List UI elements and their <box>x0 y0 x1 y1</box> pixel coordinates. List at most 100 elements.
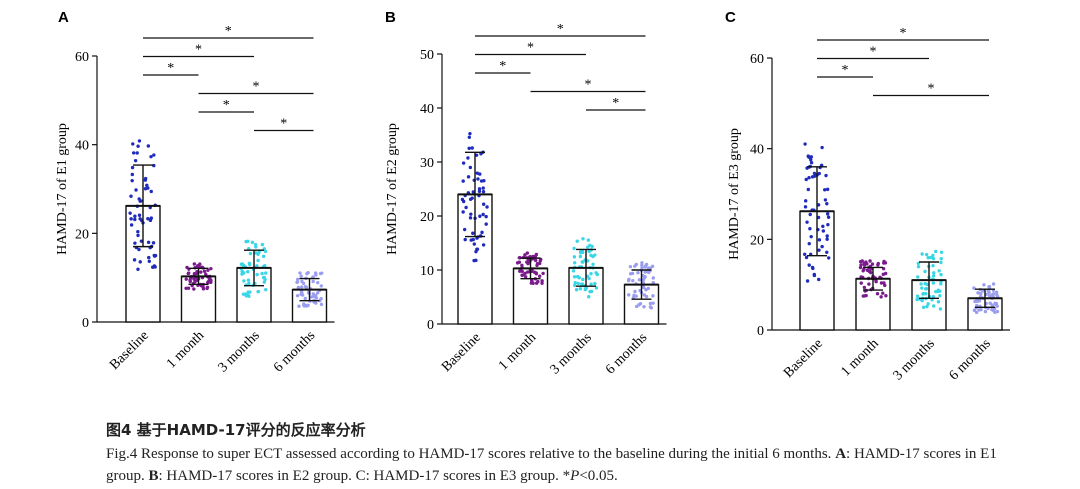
data-point <box>462 227 467 232</box>
data-point <box>642 305 646 309</box>
data-point <box>932 271 936 275</box>
data-point <box>924 292 928 296</box>
data-point <box>632 293 636 298</box>
data-point <box>296 285 301 290</box>
data-point <box>192 262 197 266</box>
data-point <box>481 190 486 194</box>
data-point <box>825 234 829 238</box>
data-point <box>808 227 812 231</box>
data-point <box>241 292 246 296</box>
data-point <box>991 282 996 286</box>
data-point <box>593 281 597 286</box>
data-point <box>879 281 884 285</box>
data-point <box>136 267 140 271</box>
data-point <box>242 279 246 283</box>
data-point <box>594 286 599 290</box>
data-point <box>467 135 472 140</box>
data-point <box>807 176 811 180</box>
data-point <box>143 178 148 182</box>
data-point <box>205 285 210 290</box>
data-point <box>536 279 540 284</box>
data-point <box>825 237 829 241</box>
data-point <box>186 286 191 290</box>
data-point <box>589 253 593 258</box>
data-point <box>149 154 153 159</box>
y-tick-label: 30 <box>420 156 434 171</box>
data-point <box>199 270 203 274</box>
x-tick-label: 6 months <box>947 336 994 383</box>
data-point <box>184 277 188 281</box>
data-point <box>810 265 815 270</box>
data-point <box>931 281 936 285</box>
data-point <box>315 291 320 295</box>
data-point <box>867 269 872 274</box>
data-point <box>926 255 930 260</box>
data-point <box>804 177 808 182</box>
data-point <box>938 289 942 293</box>
data-point <box>805 220 809 224</box>
y-axis-label: HAMD-17 of E1 group <box>55 123 70 255</box>
data-point <box>481 243 486 247</box>
data-point <box>247 281 251 286</box>
data-point <box>931 274 936 278</box>
data-point <box>135 151 139 155</box>
data-point <box>587 249 591 254</box>
figure-4: A 0 20 40 60 HAMD-17 of E1 group Baseline 1 mon… <box>55 9 1010 383</box>
data-point <box>533 254 538 258</box>
data-point <box>246 270 250 274</box>
x-tick-label: 1 month <box>838 336 881 379</box>
data-point <box>129 194 133 198</box>
data-point <box>589 272 593 276</box>
data-point <box>475 171 479 175</box>
data-point <box>925 304 929 309</box>
data-point <box>309 295 314 299</box>
data-point <box>809 161 814 165</box>
data-point <box>474 258 478 263</box>
data-point <box>651 301 655 305</box>
y-tick-label: 0 <box>757 324 764 339</box>
data-point <box>468 165 473 170</box>
data-point <box>589 289 594 294</box>
data-point <box>296 277 300 282</box>
data-point <box>246 290 250 294</box>
y-tick-label: 40 <box>420 102 434 117</box>
caption-text: Fig.4 Response to super ECT assessed acc… <box>106 446 997 484</box>
data-point <box>525 260 529 264</box>
data-point <box>523 253 527 257</box>
data-point <box>870 262 875 266</box>
y-tick-label: 60 <box>75 50 89 65</box>
data-point <box>923 269 927 274</box>
panel-label: A <box>58 9 69 26</box>
data-point <box>476 177 480 181</box>
data-point <box>152 254 157 258</box>
data-point <box>319 284 324 288</box>
data-point <box>576 281 580 286</box>
data-point <box>314 301 318 305</box>
data-point <box>253 251 258 255</box>
data-point <box>633 289 637 294</box>
data-point <box>297 304 301 308</box>
data-point <box>579 251 583 255</box>
data-point <box>133 214 137 218</box>
data-point <box>974 310 979 315</box>
data-point <box>646 270 651 275</box>
data-point <box>540 279 544 283</box>
data-point <box>593 253 597 257</box>
data-point <box>303 284 308 289</box>
data-point <box>137 213 142 217</box>
data-point <box>209 278 213 283</box>
data-point <box>862 285 867 290</box>
data-point <box>939 260 943 265</box>
data-point <box>936 300 941 304</box>
data-point <box>256 289 260 294</box>
data-point <box>136 230 140 234</box>
data-point <box>809 158 813 162</box>
data-point <box>300 293 305 297</box>
x-tick-label: 1 month <box>496 330 539 373</box>
data-point <box>915 294 920 298</box>
data-point <box>867 282 871 286</box>
data-point <box>299 274 303 278</box>
data-point <box>591 262 595 267</box>
data-point <box>472 242 477 246</box>
data-point <box>581 277 585 282</box>
